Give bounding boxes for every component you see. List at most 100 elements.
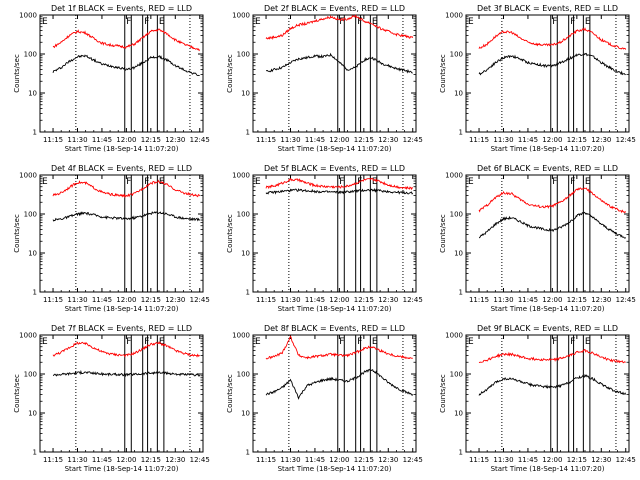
flag-label: F bbox=[144, 337, 149, 347]
flag-label: F bbox=[570, 17, 575, 27]
x-axis-label: Start Time (18-Sep-14 11:07:20) bbox=[278, 305, 392, 313]
series-lld-line bbox=[52, 28, 201, 52]
x-tick-label: 11:15 bbox=[43, 456, 63, 464]
y-tick-label: 1000 bbox=[19, 12, 37, 20]
flag-label: F bbox=[126, 337, 131, 347]
x-tick-label: 11:15 bbox=[43, 296, 63, 304]
flag-label: F bbox=[357, 337, 362, 347]
y-tick-label: 1000 bbox=[19, 332, 37, 340]
series-events-line bbox=[266, 52, 413, 74]
y-tick-label: 1 bbox=[459, 129, 463, 137]
flag-label: E bbox=[42, 17, 48, 27]
plot-frame bbox=[39, 14, 204, 133]
series-events-line bbox=[52, 369, 201, 378]
flag-label: F bbox=[339, 177, 344, 187]
series-lld-line bbox=[52, 179, 201, 198]
x-tick-label: 11:15 bbox=[469, 296, 489, 304]
flag-label: F bbox=[339, 337, 344, 347]
x-tick-label: 12:45 bbox=[190, 136, 210, 144]
series-events-line bbox=[265, 187, 414, 195]
x-tick-label: 11:30 bbox=[280, 136, 300, 144]
x-tick-label: 12:00 bbox=[329, 136, 349, 144]
y-tick-label: 1 bbox=[33, 449, 37, 457]
x-axis-label: Start Time (18-Sep-14 11:07:20) bbox=[491, 145, 605, 153]
x-tick-label: 12:15 bbox=[141, 456, 161, 464]
series-lld-line bbox=[478, 348, 626, 364]
series-events-line bbox=[52, 54, 200, 77]
flag-label: E bbox=[42, 177, 48, 187]
flag-label: F bbox=[339, 17, 344, 27]
x-tick-label: 12:15 bbox=[567, 296, 587, 304]
x-tick-label: 11:45 bbox=[305, 456, 325, 464]
x-tick-label: 11:30 bbox=[280, 296, 300, 304]
plot-frame bbox=[39, 334, 204, 453]
series-lld-line bbox=[265, 335, 413, 360]
y-tick-label: 10 bbox=[241, 90, 250, 98]
series-lld-line bbox=[478, 27, 627, 50]
panel-det-5: Det 5f BLACK = Events, RED = LLD 1 10 100 10… bbox=[226, 164, 423, 313]
flag-label: E bbox=[255, 337, 261, 347]
x-tick-label: 11:30 bbox=[67, 296, 87, 304]
y-tick-label: 1 bbox=[246, 129, 250, 137]
y-tick-label: 100 bbox=[237, 371, 250, 379]
panel-title: Det 5f BLACK = Events, RED = LLD bbox=[264, 164, 405, 173]
y-tick-label: 10 bbox=[28, 250, 37, 258]
x-tick-label: 12:15 bbox=[354, 456, 374, 464]
panel-det-4: Det 4f BLACK = Events, RED = LLD 1 10 100 10… bbox=[13, 164, 210, 313]
panel-title: Det 3f BLACK = Events, RED = LLD bbox=[477, 4, 618, 13]
flag-label: F bbox=[552, 337, 557, 347]
y-tick-label: 100 bbox=[450, 211, 463, 219]
y-tick-label: 10 bbox=[454, 90, 463, 98]
y-tick-label: 1 bbox=[33, 129, 37, 137]
panel-det-3: Det 3f BLACK = Events, RED = LLD 1 10 100 10… bbox=[439, 4, 636, 153]
flag-label: F bbox=[552, 177, 557, 187]
flag-label: E bbox=[372, 337, 378, 347]
flag-label: E bbox=[468, 177, 474, 187]
panel-det-2: Det 2f BLACK = Events, RED = LLD 1 10 100 10… bbox=[226, 4, 423, 153]
series-events-line bbox=[479, 211, 627, 239]
plot-frame bbox=[465, 174, 630, 293]
x-tick-label: 12:00 bbox=[116, 296, 136, 304]
panel-title: Det 7f BLACK = Events, RED = LLD bbox=[51, 324, 192, 333]
x-tick-label: 12:45 bbox=[403, 136, 423, 144]
x-tick-label: 12:15 bbox=[141, 296, 161, 304]
flag-label: F bbox=[357, 177, 362, 187]
x-tick-label: 11:45 bbox=[305, 296, 325, 304]
flag-label: E bbox=[468, 337, 474, 347]
x-tick-label: 11:15 bbox=[43, 136, 63, 144]
y-axis-label: Counts/sec bbox=[226, 374, 234, 413]
series-lld-line bbox=[478, 187, 627, 214]
x-tick-label: 12:45 bbox=[616, 296, 636, 304]
flag-label: E bbox=[372, 17, 378, 27]
y-tick-label: 100 bbox=[450, 371, 463, 379]
x-tick-label: 12:15 bbox=[354, 136, 374, 144]
x-tick-label: 12:15 bbox=[141, 136, 161, 144]
x-axis-label: Start Time (18-Sep-14 11:07:20) bbox=[491, 465, 605, 473]
x-tick-label: 11:30 bbox=[67, 456, 87, 464]
y-tick-label: 100 bbox=[24, 211, 37, 219]
y-axis-label: Counts/sec bbox=[226, 54, 234, 93]
y-axis-label: Counts/sec bbox=[226, 214, 234, 253]
panel-title: Det 1f BLACK = Events, RED = LLD bbox=[51, 4, 192, 13]
x-tick-label: 12:00 bbox=[542, 136, 562, 144]
flag-label: F bbox=[126, 177, 131, 187]
y-tick-label: 10 bbox=[241, 250, 250, 258]
flag-label: F bbox=[570, 177, 575, 187]
x-tick-label: 11:45 bbox=[92, 296, 112, 304]
x-tick-label: 11:15 bbox=[256, 136, 276, 144]
x-axis-label: Start Time (18-Sep-14 11:07:20) bbox=[278, 465, 392, 473]
flag-label: E bbox=[159, 17, 165, 27]
y-axis-label: Counts/sec bbox=[439, 214, 447, 253]
y-axis-label: Counts/sec bbox=[439, 54, 447, 93]
panel-title: Det 2f BLACK = Events, RED = LLD bbox=[264, 4, 405, 13]
y-tick-label: 1000 bbox=[19, 172, 37, 180]
flag-label: E bbox=[372, 177, 378, 187]
flag-label: E bbox=[255, 17, 261, 27]
x-tick-label: 11:45 bbox=[92, 136, 112, 144]
flag-label: E bbox=[468, 17, 474, 27]
y-tick-label: 1 bbox=[459, 289, 463, 297]
y-tick-label: 1000 bbox=[232, 332, 250, 340]
x-tick-label: 12:30 bbox=[165, 296, 185, 304]
x-axis-label: Start Time (18-Sep-14 11:07:20) bbox=[278, 145, 392, 153]
x-axis-label: Start Time (18-Sep-14 11:07:20) bbox=[65, 305, 179, 313]
